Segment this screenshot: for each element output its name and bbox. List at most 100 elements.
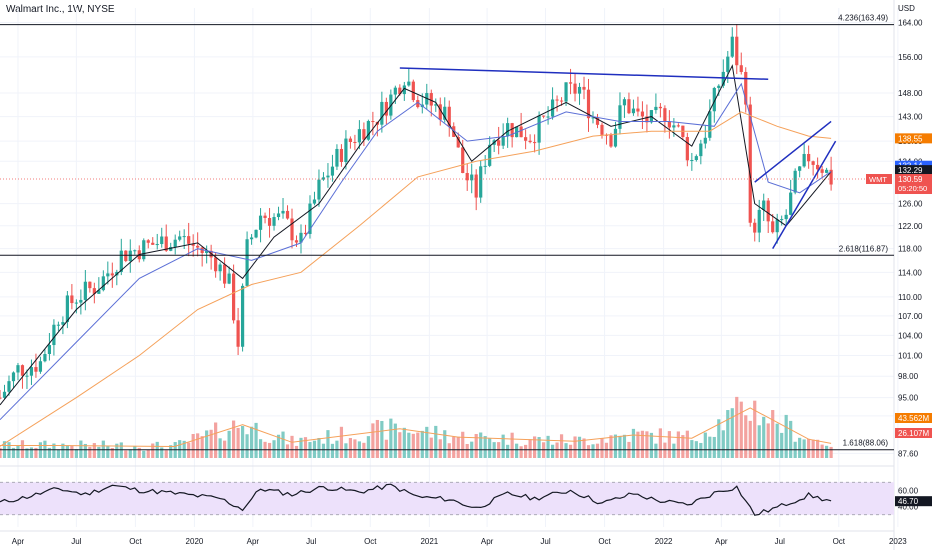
- candle-body[interactable]: [240, 285, 245, 347]
- candle-body[interactable]: [402, 85, 406, 95]
- volume-bar[interactable]: [636, 431, 640, 458]
- candle-body[interactable]: [541, 115, 546, 117]
- candle-body[interactable]: [11, 372, 16, 382]
- volume-bar[interactable]: [622, 434, 627, 458]
- volume-bar[interactable]: [488, 438, 492, 458]
- candle-body[interactable]: [582, 86, 586, 90]
- candle-body[interactable]: [83, 281, 87, 300]
- candle-body[interactable]: [829, 169, 833, 185]
- candle-body[interactable]: [294, 240, 299, 243]
- candle-body[interactable]: [816, 164, 820, 170]
- candle-body[interactable]: [173, 239, 177, 247]
- price-badge[interactable]: 132.29: [895, 165, 932, 176]
- candle-body[interactable]: [568, 82, 573, 84]
- candle-body[interactable]: [600, 124, 604, 135]
- candle-body[interactable]: [447, 106, 451, 127]
- candle-body[interactable]: [613, 128, 618, 147]
- candle-body[interactable]: [353, 141, 357, 143]
- volume-bar[interactable]: [74, 449, 78, 458]
- trend-line[interactable]: [399, 67, 769, 80]
- volume-bar[interactable]: [267, 442, 272, 458]
- volume-bar[interactable]: [649, 432, 654, 458]
- candle-body[interactable]: [609, 135, 613, 147]
- candle-body[interactable]: [97, 290, 101, 294]
- trend-line[interactable]: [772, 140, 837, 250]
- volume-bar[interactable]: [29, 447, 34, 458]
- volume-bar[interactable]: [515, 443, 519, 458]
- volume-bar[interactable]: [97, 446, 101, 458]
- candle-body[interactable]: [119, 250, 123, 272]
- candle-body[interactable]: [272, 217, 276, 226]
- volume-bar[interactable]: [151, 443, 155, 458]
- volume-bar[interactable]: [474, 433, 478, 458]
- volume-bar[interactable]: [61, 443, 65, 458]
- volume-bar[interactable]: [411, 433, 415, 458]
- volume-bar[interactable]: [829, 446, 833, 458]
- volume-bar[interactable]: [407, 432, 411, 458]
- volume-bar[interactable]: [65, 445, 69, 458]
- candle-body[interactable]: [636, 108, 640, 112]
- volume-bar[interactable]: [124, 450, 128, 458]
- candle-body[interactable]: [92, 288, 96, 294]
- candle-body[interactable]: [25, 375, 29, 377]
- volume-bar[interactable]: [663, 442, 667, 458]
- candle-body[interactable]: [164, 236, 168, 251]
- candle-body[interactable]: [52, 324, 56, 346]
- candle-body[interactable]: [330, 166, 335, 176]
- volume-bar[interactable]: [654, 443, 658, 458]
- candle-body[interactable]: [807, 153, 811, 162]
- volume-bar[interactable]: [753, 400, 757, 458]
- candle-body[interactable]: [146, 240, 150, 243]
- candle-body[interactable]: [344, 138, 348, 163]
- candle-body[interactable]: [690, 159, 694, 161]
- volume-bar[interactable]: [47, 447, 52, 458]
- volume-bar[interactable]: [276, 434, 281, 458]
- volume-bar[interactable]: [784, 414, 788, 458]
- candle-body[interactable]: [703, 137, 707, 144]
- volume-bar[interactable]: [555, 442, 559, 458]
- volume-bar[interactable]: [375, 419, 379, 458]
- candle-body[interactable]: [258, 215, 263, 230]
- candle-body[interactable]: [43, 354, 47, 362]
- candle-body[interactable]: [618, 105, 622, 129]
- volume-bar[interactable]: [748, 420, 752, 458]
- candle-body[interactable]: [663, 108, 667, 122]
- candle-body[interactable]: [627, 99, 631, 114]
- volume-bar[interactable]: [191, 433, 195, 458]
- volume-bar[interactable]: [366, 436, 370, 458]
- volume-bar[interactable]: [465, 444, 469, 458]
- volume-bar[interactable]: [20, 440, 25, 458]
- candle-body[interactable]: [685, 137, 689, 161]
- volume-bar[interactable]: [595, 443, 600, 458]
- candle-body[interactable]: [456, 136, 460, 148]
- volume-bar[interactable]: [281, 431, 285, 458]
- volume-bar[interactable]: [550, 444, 555, 458]
- candle-body[interactable]: [393, 87, 397, 95]
- candle-body[interactable]: [124, 250, 128, 262]
- candle-body[interactable]: [196, 245, 200, 248]
- candle-body[interactable]: [591, 117, 595, 119]
- candle-body[interactable]: [290, 218, 294, 241]
- volume-bar[interactable]: [672, 443, 676, 458]
- volume-bar[interactable]: [771, 410, 775, 458]
- candle-body[interactable]: [474, 174, 478, 198]
- trend-line[interactable]: [754, 120, 832, 183]
- volume-bar[interactable]: [456, 436, 460, 458]
- volume-bar[interactable]: [483, 436, 487, 458]
- candle-body[interactable]: [506, 123, 510, 137]
- candle-body[interactable]: [366, 121, 370, 140]
- volume-bar[interactable]: [339, 426, 344, 458]
- volume-bar[interactable]: [290, 435, 294, 458]
- volume-bar[interactable]: [640, 430, 645, 458]
- candle-body[interactable]: [789, 192, 793, 215]
- volume-bar[interactable]: [613, 434, 618, 458]
- candle-body[interactable]: [339, 148, 344, 163]
- candle-body[interactable]: [169, 246, 173, 251]
- candle-body[interactable]: [631, 108, 636, 114]
- candle-body[interactable]: [640, 111, 645, 117]
- volume-bar[interactable]: [667, 431, 671, 458]
- volume-bar[interactable]: [757, 425, 761, 458]
- candle-body[interactable]: [537, 115, 541, 143]
- candle-body[interactable]: [550, 99, 555, 117]
- candle-body[interactable]: [249, 237, 254, 240]
